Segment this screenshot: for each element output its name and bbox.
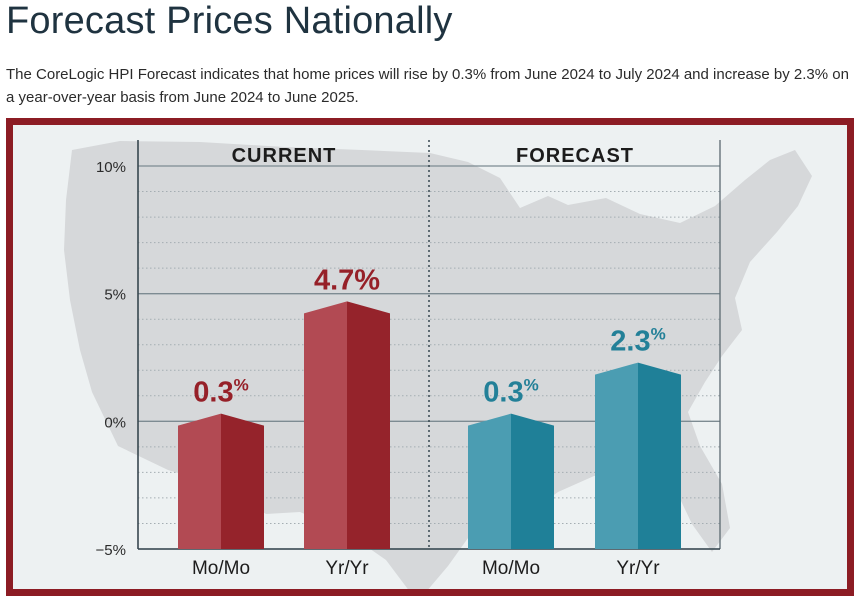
bar-left-face — [178, 413, 221, 549]
bar-right-face — [638, 362, 681, 549]
bar-value-label: 0.3% — [193, 376, 248, 409]
y-tick-label: 10% — [96, 159, 126, 176]
hpi-forecast-chart: 10% 5% 0% −5% CURRENT 0.3% Mo/Mo 4.7% Yr/Yr FOREC… — [64, 140, 812, 589]
bar-right-face — [511, 413, 554, 549]
page-title: Forecast Prices Nationally — [6, 0, 453, 42]
chart-frame: 10% 5% 0% −5% CURRENT 0.3% Mo/Mo 4.7% Yr/Yr FOREC… — [6, 118, 854, 596]
bar-value-label: 2.3% — [610, 325, 665, 358]
chart-bars — [178, 301, 681, 549]
bar-value-number: 0.3 — [483, 377, 523, 409]
bar-right-face — [221, 413, 264, 549]
bar-value-unit: % — [524, 376, 539, 395]
page-description: The CoreLogic HPI Forecast indicates tha… — [6, 66, 849, 106]
panel-heading: CURRENT — [232, 145, 337, 167]
bar-value-number: 4.7 — [314, 264, 354, 296]
us-map-silhouette — [64, 141, 812, 589]
y-tick-label: −5% — [96, 542, 126, 559]
y-tick-label: 0% — [104, 414, 126, 431]
bar-left-face — [595, 362, 638, 549]
chart-labels: 10% 5% 0% −5% CURRENT 0.3% Mo/Mo 4.7% Yr/Yr FOREC… — [96, 145, 666, 579]
x-category-label: Yr/Yr — [616, 558, 660, 579]
bar-value-label: 4.7% — [314, 264, 380, 296]
y-tick-label: 5% — [104, 287, 126, 304]
bar-value-unit: % — [354, 264, 380, 296]
bar-left-face — [304, 301, 347, 549]
bar-value-number: 0.3 — [193, 377, 233, 409]
panel-heading: FORECAST — [516, 145, 634, 167]
bar-right-face — [347, 301, 390, 549]
bar-value-unit: % — [651, 325, 666, 344]
bar-value-number: 2.3 — [610, 326, 650, 358]
bar-left-face — [468, 413, 511, 549]
x-category-label: Mo/Mo — [482, 558, 540, 579]
chart-background — [64, 141, 812, 589]
x-category-label: Yr/Yr — [325, 558, 369, 579]
bar-value-unit: % — [234, 376, 249, 395]
bar-value-label: 0.3% — [483, 376, 538, 409]
x-category-label: Mo/Mo — [192, 558, 250, 579]
